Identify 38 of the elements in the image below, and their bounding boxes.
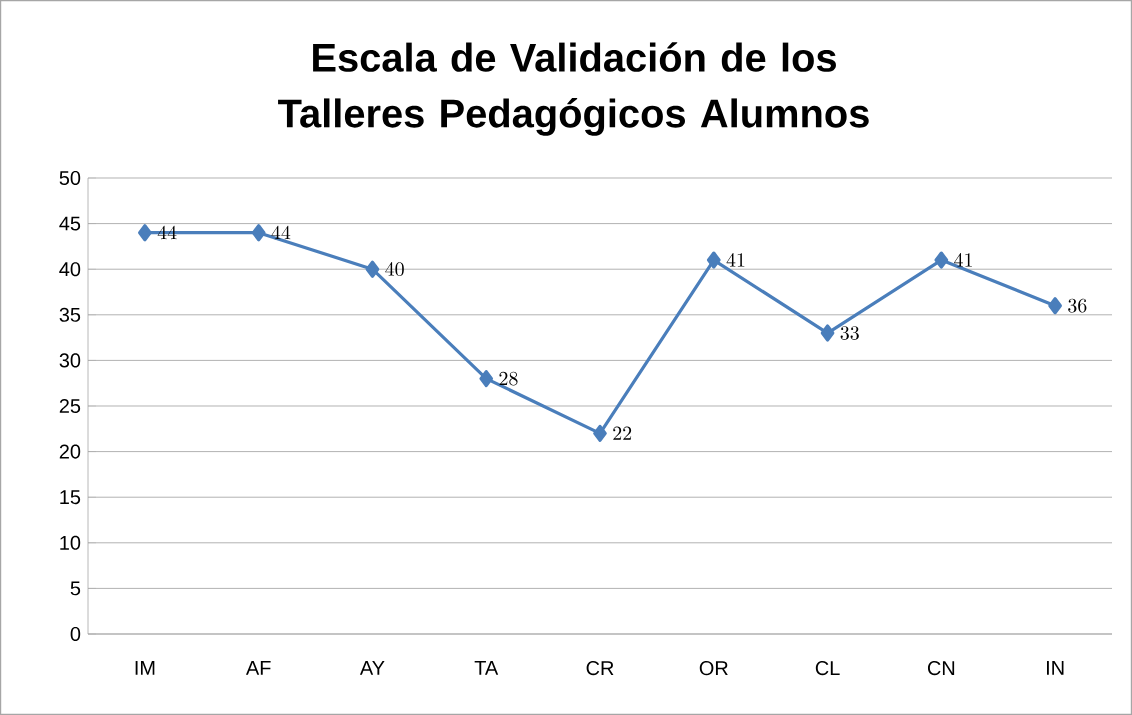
point — [365, 260, 380, 278]
chart-title: Escala de Validación de los Talleres Pedagógicos Alumnos — [278, 42, 869, 136]
y-tick-label: 0 — [70, 626, 81, 642]
point — [138, 224, 152, 242]
y-tick-label: 20 — [59, 444, 81, 459]
x-tick-label: CL — [815, 661, 840, 676]
y-tick-label: 5 — [70, 581, 81, 596]
point — [593, 424, 607, 442]
y-tick-label: 25 — [59, 398, 81, 414]
y-tick-label: 30 — [59, 353, 81, 368]
x-tick-label: AY — [359, 661, 385, 675]
data-label: 40 — [385, 262, 404, 277]
point — [1048, 297, 1062, 315]
point — [479, 370, 494, 388]
data-label: 36 — [1068, 298, 1087, 313]
y-tick-label: 45 — [59, 216, 81, 231]
point — [820, 324, 835, 342]
x-tick-label: IN — [1046, 661, 1064, 675]
point — [706, 251, 721, 269]
x-tick-label: AF — [245, 661, 271, 675]
x-tick-label: OR — [699, 661, 728, 676]
data-label: 41 — [954, 253, 972, 267]
data-label: 41 — [726, 253, 745, 267]
y-tick-label: 35 — [59, 307, 81, 322]
y-tick-label: 10 — [60, 535, 81, 550]
data-label: 33 — [840, 326, 859, 340]
y-tick-label: 40 — [59, 262, 81, 277]
x-tick-label: CN — [927, 661, 955, 676]
x-tick-label: IM — [135, 661, 155, 675]
x-tick-label: CR — [586, 661, 614, 676]
point — [251, 224, 266, 242]
data-label: 44 — [271, 225, 291, 240]
y-tick-label: 15 — [60, 490, 81, 505]
data-label: 28 — [499, 371, 518, 386]
x-tick-label: TA — [474, 661, 499, 675]
point — [934, 251, 949, 269]
y-tick-label: 50 — [59, 170, 81, 186]
data-label: 22 — [613, 426, 632, 440]
